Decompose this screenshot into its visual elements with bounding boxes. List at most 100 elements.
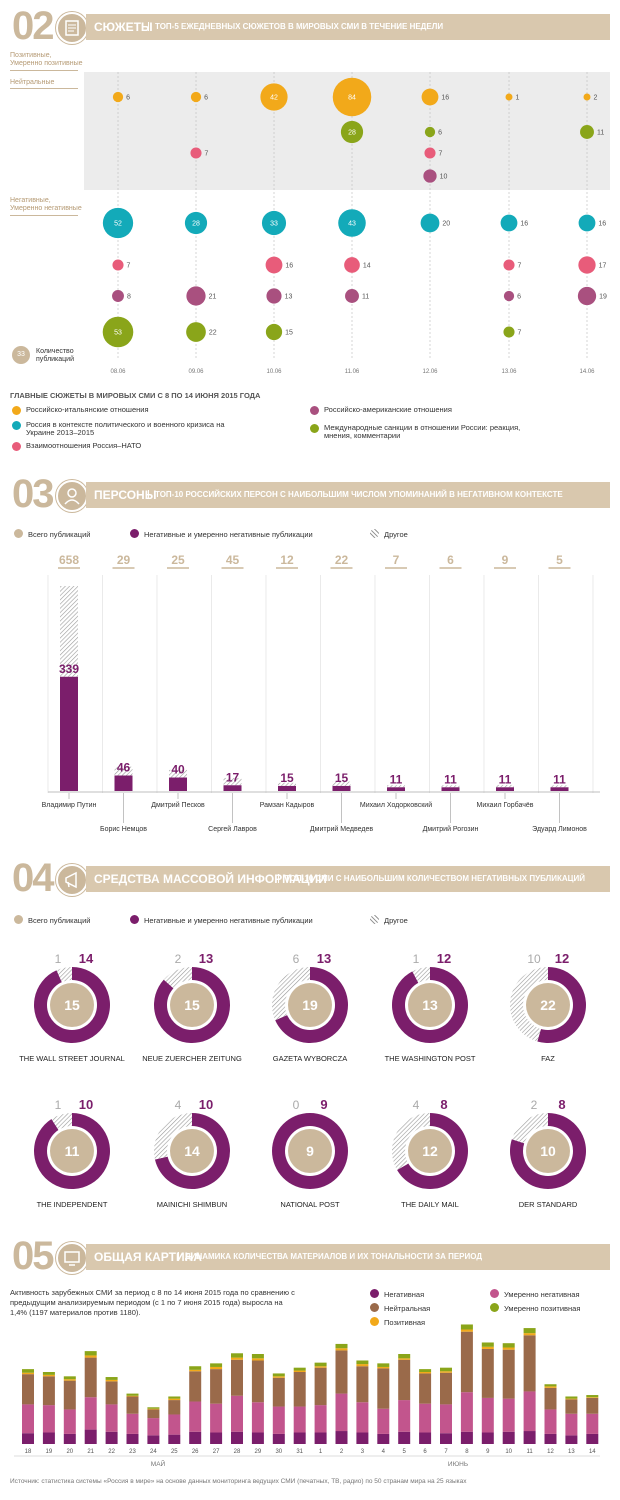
negative-value-label: 11 <box>499 772 512 786</box>
bubble-value-label: 7 <box>518 263 522 270</box>
stacked-bar-segment <box>502 1398 515 1432</box>
tone-legend-dot <box>370 1289 379 1298</box>
bubble <box>420 213 440 233</box>
bubble-value-label: 8 <box>127 294 131 301</box>
stacked-bar-segment <box>481 1342 494 1347</box>
stacked-bar-segment <box>293 1432 306 1444</box>
section-title: ОБЩАЯ КАРТИНА <box>94 1250 202 1264</box>
bar-other <box>223 777 242 786</box>
stacked-bar-segment <box>419 1372 432 1374</box>
x-tick-label: 5 <box>403 1449 407 1455</box>
stacked-bar-segment <box>251 1358 264 1361</box>
stacked-bar-segment <box>335 1343 348 1349</box>
topic-legend-dot <box>12 421 21 430</box>
donut-center <box>170 983 214 1027</box>
total-value-label: 25 <box>171 553 185 567</box>
stacked-bar-segment <box>189 1366 202 1370</box>
bar-negative <box>387 787 405 791</box>
other-value-label: 1 <box>55 952 62 966</box>
bubble <box>265 323 283 341</box>
other-value-label: 4 <box>413 1098 420 1112</box>
bubble <box>424 126 436 138</box>
stacked-bar-segment <box>565 1413 578 1436</box>
bubble <box>190 91 202 103</box>
stacked-bar-segment <box>377 1408 390 1434</box>
stacked-bar-segment <box>460 1431 473 1444</box>
bar-other <box>441 785 460 788</box>
tone-legend-label: Негативная <box>384 1290 425 1299</box>
section-04-header: 04 СРЕДСТВА МАССОВОЙ ИНФОРМАЦИИ ТОП-10 С… <box>8 858 610 898</box>
section-title-bar: ПЕРСОНЫ ТОП-10 РОССИЙСКИХ ПЕРСОН С НАИБО… <box>86 482 610 508</box>
stacked-bar-segment <box>377 1368 390 1409</box>
bubble-value-label: 6 <box>204 95 208 102</box>
topics-legend-title: ГЛАВНЫЕ СЮЖЕТЫ В МИРОВЫХ СМИ С 8 ПО 14 И… <box>10 391 261 400</box>
stacked-bar-segment <box>42 1376 55 1406</box>
bubble-value-label: 7 <box>518 330 522 337</box>
stacked-bar-segment <box>460 1329 473 1332</box>
stacked-bar-segment <box>544 1387 557 1410</box>
stacked-bar-segment <box>63 1376 76 1380</box>
bar-other <box>60 586 78 677</box>
stacked-bar-segment <box>440 1404 452 1434</box>
bubble <box>578 256 596 274</box>
total-value-label: 22 <box>335 553 349 567</box>
x-tick-label: 29 <box>255 1449 262 1455</box>
stacked-bar-segment <box>356 1432 369 1444</box>
bubble <box>190 147 202 159</box>
stacked-bar-segment <box>523 1431 536 1444</box>
topic-legend-label: Международные санкции в отношении России… <box>324 423 521 440</box>
donut-center <box>50 983 94 1027</box>
donut-center <box>50 1129 94 1173</box>
month-label-may: МАЙ <box>151 1459 166 1468</box>
bubble-value-label: 22 <box>209 330 217 337</box>
topic-legend-dot <box>310 424 319 433</box>
total-value-label: 6 <box>447 553 454 567</box>
stacked-bar-segment <box>105 1404 118 1432</box>
stacked-bar-segment <box>565 1399 578 1414</box>
topic-legend-label: Российско-американские отношения <box>324 405 452 414</box>
bubble-value-label: 10 <box>440 174 448 181</box>
section-02-header: 02 СЮЖЕТЫ ТОП-5 ЕЖЕДНЕВНЫХ СЮЖЕТОВ В МИР… <box>8 6 610 46</box>
x-tick-label: 12.06 <box>422 369 438 375</box>
bar-other <box>550 785 569 788</box>
negative-value-label: 46 <box>117 760 131 774</box>
stacked-bar-segment <box>440 1433 452 1444</box>
stacked-bar-segment <box>126 1413 139 1434</box>
total-value-label: 15 <box>64 997 80 1013</box>
media-name-label: GAZETA WYBORCZA <box>273 1054 347 1063</box>
bar-other <box>496 784 514 788</box>
other-value-label: 0 <box>293 1098 300 1112</box>
negative-value-label: 9 <box>320 1097 327 1112</box>
stacked-bar-segment <box>126 1393 139 1396</box>
donut-center <box>288 983 332 1027</box>
legend-dot-negative <box>130 529 139 538</box>
bubble-value-label: 42 <box>270 95 278 102</box>
x-tick-label: 13.06 <box>501 369 517 375</box>
section-03-header: 03 ПЕРСОНЫ ТОП-10 РОССИЙСКИХ ПЕРСОН С НА… <box>8 474 610 514</box>
bar-other <box>332 781 351 786</box>
stacked-bar-segment <box>210 1403 223 1433</box>
stacked-bar-segment <box>168 1434 181 1444</box>
tone-legend-dot <box>490 1289 499 1298</box>
negative-value-label: 13 <box>317 951 331 966</box>
stacked-bar-segment <box>84 1397 97 1430</box>
monitor-icon <box>56 1242 88 1274</box>
total-value-label: 11 <box>65 1143 80 1159</box>
topics-bubble-chart: 08.06 09.06 10.06 11.06 12.06 13.06 14.06 6 6 42 8… <box>84 72 610 375</box>
bubble <box>332 77 372 117</box>
x-tick-label: 08.06 <box>110 369 126 375</box>
legend-dot-total <box>14 529 23 538</box>
stacked-bar-segment <box>481 1348 494 1398</box>
stacked-bar-segment <box>147 1408 160 1410</box>
stacked-bar-segment <box>147 1409 160 1419</box>
section-number: 04 <box>12 856 54 900</box>
bubble-value-label: 16 <box>598 221 606 228</box>
x-tick-label: 9 <box>486 1449 490 1455</box>
person-name-label: Михаил Ходорковский <box>360 801 432 809</box>
stacked-bar-segment <box>251 1360 264 1403</box>
bubble <box>112 290 124 302</box>
total-value-label: 14 <box>184 1143 200 1159</box>
stacked-bar-segment <box>293 1370 306 1372</box>
negative-value-label: 8 <box>558 1097 565 1112</box>
